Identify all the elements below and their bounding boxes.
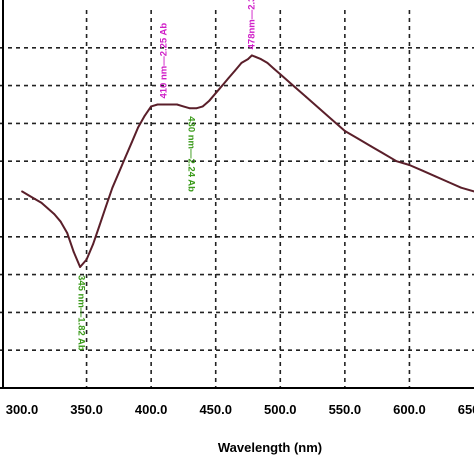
annotation-label: 345 nm—1.82 Ab — [76, 275, 87, 351]
data-point — [343, 130, 346, 132]
data-point — [434, 175, 437, 178]
data-point — [85, 258, 88, 261]
data-point — [272, 67, 275, 70]
series-layer — [21, 54, 474, 268]
series-line-0 — [21, 54, 474, 268]
data-point — [279, 73, 282, 76]
data-point — [169, 103, 172, 106]
data-point — [27, 194, 30, 197]
data-point — [53, 213, 56, 216]
data-point — [460, 186, 462, 189]
data-point — [208, 99, 211, 102]
data-point — [150, 105, 153, 108]
data-point — [234, 69, 236, 72]
annotation-label: 410 nm—2.25 Ab — [159, 23, 170, 99]
plot-frame — [0, 0, 474, 389]
data-point — [292, 84, 295, 87]
data-point — [240, 62, 243, 64]
data-point — [395, 160, 398, 163]
data-point — [182, 105, 185, 108]
x-tick-label: 650.0 — [458, 402, 474, 417]
data-point — [260, 58, 262, 61]
data-point — [176, 103, 178, 106]
data-point — [163, 103, 165, 106]
x-tick-label: 400.0 — [135, 402, 168, 417]
data-point — [305, 96, 308, 98]
x-tick-label: 300.0 — [6, 402, 39, 417]
annotation-layer: 345 nm—1.82 Ab 410 nm—2.25 Ab 430 nm—2.24 … — [76, 0, 258, 351]
data-point — [79, 266, 82, 268]
data-point — [66, 232, 69, 234]
data-point — [117, 171, 120, 174]
x-tick-label: 450.0 — [199, 402, 232, 417]
data-point — [247, 58, 249, 61]
data-point — [124, 156, 127, 159]
data-point — [156, 103, 159, 106]
data-point — [137, 126, 140, 129]
data-point — [59, 220, 62, 223]
data-point — [105, 205, 107, 208]
data-point — [130, 141, 133, 144]
data-point — [214, 92, 217, 95]
data-point — [40, 201, 43, 204]
data-point — [369, 145, 372, 147]
data-point — [34, 198, 36, 200]
data-point — [111, 186, 114, 189]
x-tick-label: 350.0 — [70, 402, 103, 417]
annotation-label: 430 nm—2.24 Ab — [185, 116, 196, 192]
data-point — [447, 181, 450, 183]
x-tick-label: 600.0 — [393, 402, 426, 417]
data-point — [227, 77, 230, 79]
x-axis-title: Wavelength (nm) — [218, 440, 322, 455]
data-point — [408, 164, 411, 166]
data-point — [72, 251, 75, 253]
data-point — [356, 137, 359, 140]
data-point — [221, 84, 224, 87]
x-tick-label: 500.0 — [264, 402, 297, 417]
data-point — [195, 107, 198, 110]
x-tick-labels: 300.0 350.0 400.0 450.0 500.0 550.0 600.0 650.0 — [6, 402, 474, 417]
annotation-label: 478nm—2.38 Ab — [246, 0, 257, 49]
x-tick-label: 550.0 — [329, 402, 362, 417]
data-point — [266, 62, 269, 64]
data-point — [92, 243, 94, 246]
data-point — [46, 207, 49, 210]
data-point — [382, 152, 385, 155]
data-point — [331, 118, 333, 121]
data-point — [21, 190, 23, 193]
data-point — [143, 114, 146, 117]
data-point — [250, 54, 253, 57]
data-point — [98, 224, 101, 227]
data-point — [421, 169, 424, 172]
data-point — [318, 107, 320, 110]
data-point — [188, 107, 191, 110]
data-point — [201, 105, 204, 108]
